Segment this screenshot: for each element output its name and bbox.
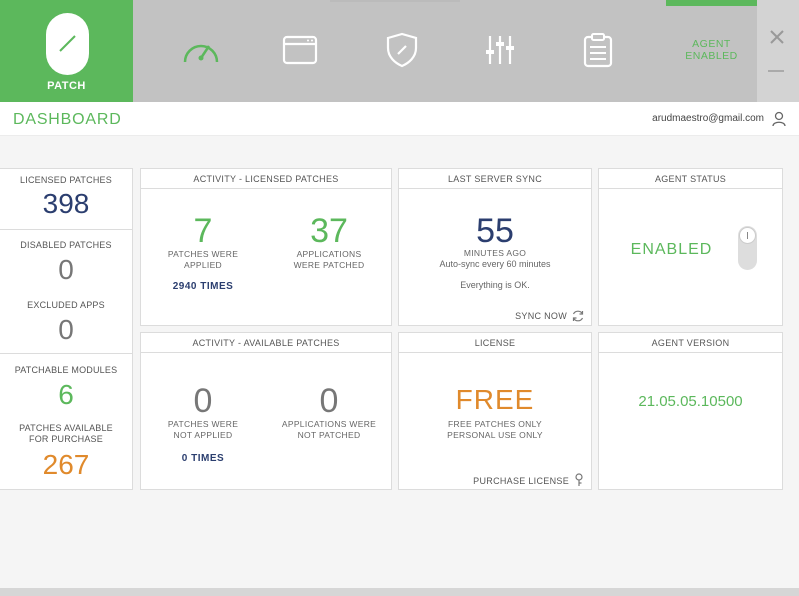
auto-sync-info: Auto-sync every 60 minutes [439, 259, 551, 269]
disabled-patches-value: 0 [58, 254, 74, 285]
apps-not-patched-label-1: APPLICATIONS WERE [281, 419, 377, 429]
toggle-knob [739, 227, 756, 244]
agent-status-value: ENABLED [630, 241, 713, 258]
server-sync-card: LAST SERVER SYNC 55 MINUTES AGO Auto-syn… [398, 168, 592, 326]
apps-patched-label-2: WERE PATCHED [293, 260, 365, 270]
summary-divider [0, 353, 132, 354]
license-type-value: FREE [455, 384, 535, 415]
agent-toggle-switch[interactable] [738, 226, 757, 270]
patches-purchase-label-2: FOR PURCHASE [29, 434, 103, 444]
apps-not-patched-label-2: NOT PATCHED [297, 430, 361, 440]
apps-patched-value: 37 [310, 212, 348, 250]
bottom-bar [0, 588, 799, 596]
speedometer-icon[interactable] [181, 30, 221, 70]
card-title: AGENT STATUS [599, 169, 782, 189]
summary-column: LICENSED PATCHES 398 DISABLED PATCHES 0 … [0, 168, 133, 490]
agent-enabled-indicator: AGENT ENABLED [666, 0, 757, 102]
license-card: LICENSE FREE FREE PATCHES ONLY PERSONAL … [398, 332, 592, 490]
patch-logo-icon [46, 13, 89, 75]
clipboard-icon[interactable] [578, 30, 618, 70]
user-email[interactable]: arudmaestro@gmail.com [652, 113, 764, 124]
card-title: ACTIVITY - LICENSED PATCHES [141, 169, 391, 189]
licensed-patches-value: 398 [42, 188, 90, 219]
close-icon[interactable] [766, 26, 788, 48]
sync-status: Everything is OK. [460, 280, 530, 290]
applied-times: 2940 TIMES [172, 281, 234, 292]
patches-applied-label-2: APPLIED [183, 260, 222, 270]
brand-panel[interactable]: PATCH [0, 0, 133, 102]
sync-unit-label: MINUTES AGO [463, 248, 527, 258]
agent-indicator-line1: AGENT [692, 38, 731, 50]
patches-purchase-value: 267 [42, 449, 90, 480]
activity-licensed-card: ACTIVITY - LICENSED PATCHES 7 PATCHES WE… [140, 168, 392, 326]
patches-applied-value: 7 [193, 212, 213, 250]
patchable-modules-value: 6 [58, 379, 74, 410]
browser-window-icon[interactable] [280, 30, 320, 70]
apps-patched-label-1: APPLICATIONS [296, 249, 362, 259]
summary-divider [0, 229, 132, 230]
page-title: DASHBOARD [13, 111, 122, 128]
minimize-icon[interactable] [768, 70, 784, 72]
activity-available-card: ACTIVITY - AVAILABLE PATCHES 0 PATCHES W… [140, 332, 392, 490]
user-icon[interactable] [772, 111, 786, 127]
agent-indicator-line2: ENABLED [685, 50, 738, 62]
sync-now-link[interactable]: SYNC NOW [515, 311, 567, 321]
apps-not-patched-value: 0 [319, 382, 339, 420]
sync-minutes-value: 55 [476, 212, 514, 250]
refresh-icon[interactable] [571, 309, 585, 323]
license-desc-1: FREE PATCHES ONLY [448, 419, 542, 429]
top-edge-marker [330, 0, 460, 2]
excluded-apps-value: 0 [58, 314, 74, 345]
license-desc-2: PERSONAL USE ONLY [447, 430, 543, 440]
card-title: LICENSE [399, 333, 591, 353]
card-title: AGENT VERSION [599, 333, 782, 353]
licensed-patches-label: LICENSED PATCHES [20, 175, 112, 185]
disabled-patches-label: DISABLED PATCHES [20, 240, 112, 250]
shield-icon[interactable] [382, 30, 422, 70]
purchase-license-link[interactable]: PURCHASE LICENSE [473, 476, 569, 486]
not-applied-times: 0 TIMES [181, 453, 225, 464]
key-icon[interactable] [573, 473, 585, 487]
brand-label: PATCH [47, 80, 86, 92]
agent-version-value: 21.05.05.10500 [638, 393, 743, 410]
patches-purchase-label-1: PATCHES AVAILABLE [19, 423, 113, 433]
excluded-apps-label: EXCLUDED APPS [27, 300, 105, 310]
page-header: DASHBOARD arudmaestro@gmail.com [0, 102, 799, 136]
patches-applied-label-1: PATCHES WERE [167, 249, 239, 259]
sliders-icon[interactable] [480, 30, 520, 70]
card-title: LAST SERVER SYNC [399, 169, 591, 189]
patches-not-applied-label-2: NOT APPLIED [173, 430, 233, 440]
agent-version-card: AGENT VERSION 21.05.05.10500 [598, 332, 783, 490]
window-controls [757, 0, 799, 102]
card-title: ACTIVITY - AVAILABLE PATCHES [141, 333, 391, 353]
patches-not-applied-label-1: PATCHES WERE [167, 419, 239, 429]
patchable-modules-label: PATCHABLE MODULES [14, 365, 118, 375]
patches-not-applied-value: 0 [193, 382, 213, 420]
